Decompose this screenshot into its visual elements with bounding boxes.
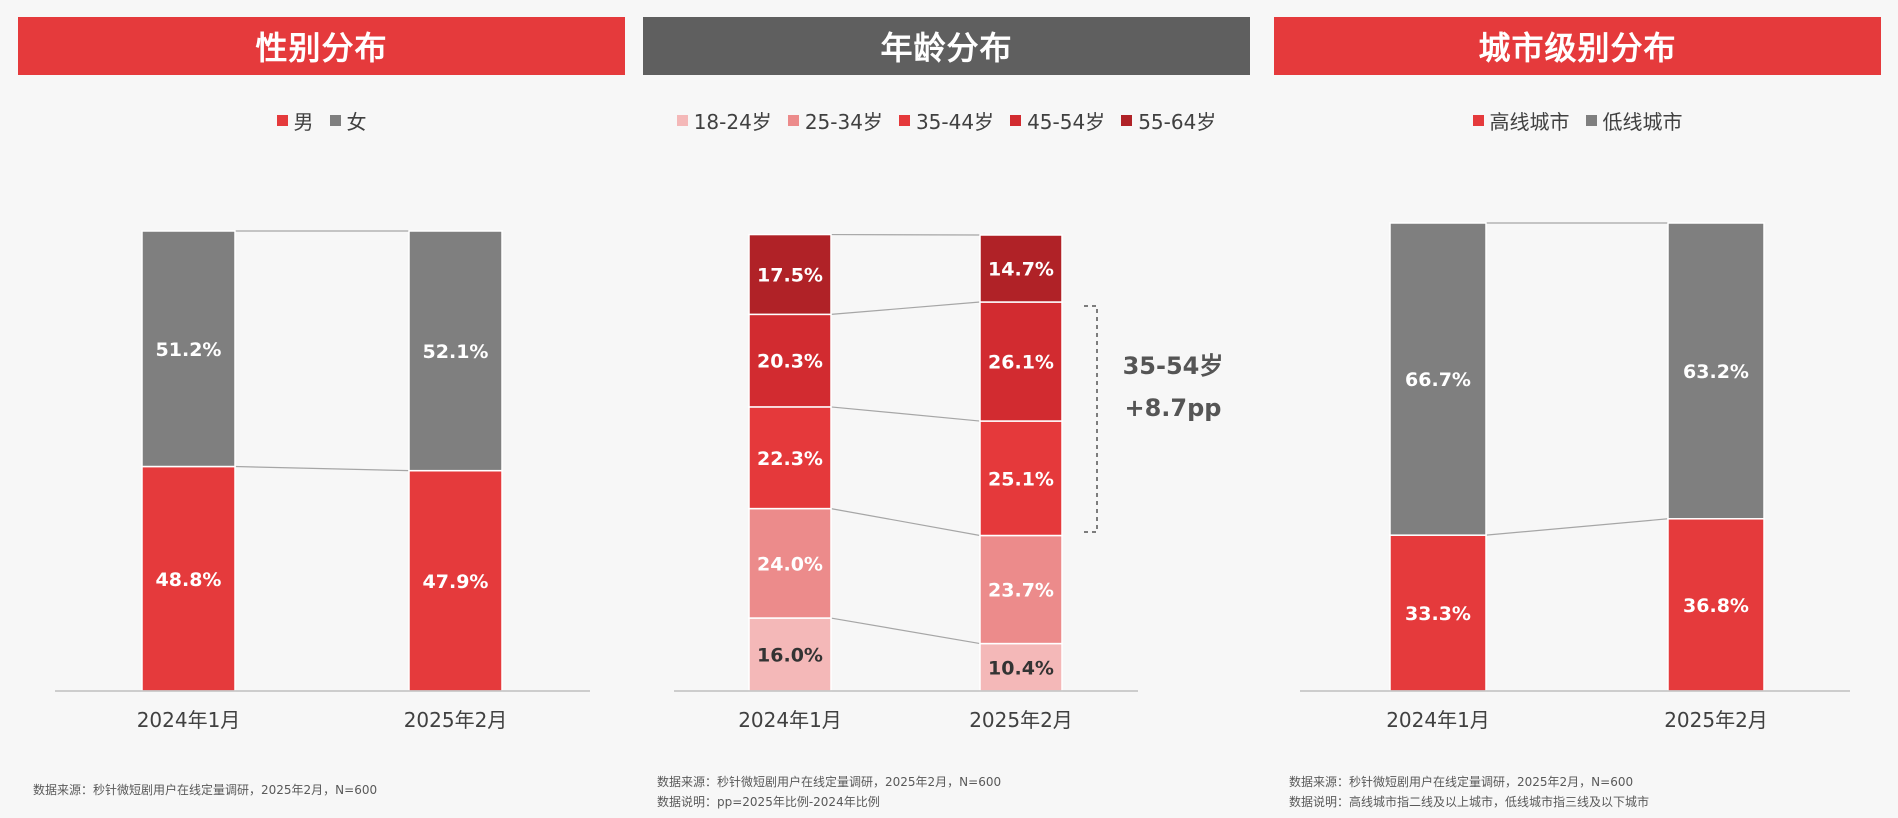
city-legend-label-1: 高线城市 xyxy=(1489,110,1570,134)
gender-bar-1-series xyxy=(141,230,236,468)
age-legend-label-5: 55-64岁 xyxy=(1138,110,1217,134)
age-bar-label-2-4: 26.1% xyxy=(988,352,1054,374)
age-annotation: 35-54岁 +8.7pp xyxy=(1118,345,1228,429)
age-legend: 18-24岁 25-34岁 35-44岁 45-54岁 55-64岁 xyxy=(643,106,1250,135)
gender-legend-item-2: 女 xyxy=(329,106,367,135)
age-category-label-2: 2025年2月 xyxy=(969,708,1073,732)
age-category-label-1: 2024年1月 xyxy=(738,708,842,732)
age-bar-2-25-34 xyxy=(979,534,1063,645)
gender-bar-2-series xyxy=(408,230,503,472)
age-panel-title: 年龄分布 xyxy=(643,17,1250,75)
age-bar-label-1-4: 20.3% xyxy=(757,351,823,373)
age-legend-item-4: 45-54岁 xyxy=(1010,106,1105,135)
age-bar-1-25-34 xyxy=(748,507,832,619)
gender-category-label-1: 2024年1月 xyxy=(137,708,241,732)
city-note: 数据来源：秒针微短剧用户在线定量调研，2025年2月，N=600 数据说明：高线… xyxy=(1289,772,1649,812)
age-bar-label-1-3: 22.3% xyxy=(757,448,823,470)
age-bar-2-18-24 xyxy=(979,642,1063,692)
age-legend-item-5: 55-64岁 xyxy=(1121,106,1216,135)
age-bar-2-35-44 xyxy=(979,420,1063,537)
city-bar-label-1-1: 33.3% xyxy=(1405,603,1471,625)
gender-bar-label-1-1: 48.8% xyxy=(156,569,222,591)
city-bar-label-1-2: 66.7% xyxy=(1405,369,1471,391)
city-bar-label-2-1: 36.8% xyxy=(1683,595,1749,617)
city-category-label-1: 2024年1月 xyxy=(1386,708,1490,732)
city-bar-2-series xyxy=(1667,222,1765,520)
age-connector-3 xyxy=(830,406,981,422)
gender-legend-swatch-2 xyxy=(329,115,341,126)
gender-bar-2-series xyxy=(408,469,503,692)
age-bar-2-55-64 xyxy=(979,234,1063,303)
age-legend-swatch-3 xyxy=(898,115,910,126)
age-connector-2 xyxy=(830,508,981,537)
city-legend: 高线城市 低线城市 xyxy=(1274,106,1881,135)
age-bar-label-1-2: 24.0% xyxy=(757,553,823,575)
city-bar-2-series xyxy=(1667,518,1765,692)
age-bar-label-2-3: 25.1% xyxy=(988,468,1054,490)
age-legend-swatch-2 xyxy=(787,115,799,126)
age-bar-1-45-54 xyxy=(748,313,832,408)
city-source-note: 数据来源：秒针微短剧用户在线定量调研，2025年2月，N=600 xyxy=(1289,775,1634,789)
gender-bar-label-2-1: 47.9% xyxy=(423,571,489,593)
city-bar-1-series xyxy=(1389,534,1487,692)
age-annotation-delta: +8.7pp xyxy=(1124,394,1222,422)
city-legend-label-2: 低线城市 xyxy=(1602,110,1683,134)
gender-connector-1 xyxy=(234,465,410,472)
age-bar-label-2-2: 23.7% xyxy=(988,580,1054,602)
age-bar-1-55-64 xyxy=(748,233,832,316)
gender-bar-label-2-2: 52.1% xyxy=(423,341,489,363)
gender-bar-label-1-2: 51.2% xyxy=(156,339,222,361)
age-bar-label-2-1: 10.4% xyxy=(988,657,1054,679)
gender-legend: 男女 xyxy=(18,106,625,135)
gender-note: 数据来源：秒针微短剧用户在线定量调研，2025年2月，N=600 xyxy=(33,780,377,800)
age-bar-label-1-1: 16.0% xyxy=(757,645,823,667)
age-legend-item-2: 25-34岁 xyxy=(787,106,883,135)
age-legend-swatch-5 xyxy=(1121,115,1133,126)
city-category-label-2: 2025年2月 xyxy=(1664,708,1768,732)
city-legend-item-2: 低线城市 xyxy=(1585,106,1683,135)
city-connector-1 xyxy=(1485,518,1669,536)
city-legend-swatch-1 xyxy=(1472,115,1484,126)
city-legend-item-1: 高线城市 xyxy=(1472,106,1570,135)
age-legend-label-1: 18-24岁 xyxy=(693,110,772,134)
age-source-note: 数据来源：秒针微短剧用户在线定量调研，2025年2月，N=600 xyxy=(657,775,1002,789)
age-bar-label-1-5: 17.5% xyxy=(757,264,823,286)
age-legend-item-3: 35-44岁 xyxy=(898,106,995,135)
age-legend-item-1: 18-24岁 xyxy=(676,106,772,135)
gender-legend-label-2: 女 xyxy=(346,110,367,134)
age-note: 数据来源：秒针微短剧用户在线定量调研，2025年2月，N=600 数据说明：pp… xyxy=(657,772,1001,812)
gender-legend-item-1: 男 xyxy=(276,106,314,135)
city-bar-label-2-2: 63.2% xyxy=(1683,361,1749,383)
city-panel-title: 城市级别分布 xyxy=(1274,17,1881,75)
age-legend-swatch-4 xyxy=(1010,115,1022,126)
city-explain-note: 数据说明：高线城市指二线及以上城市，低线城市指三线及以下城市 xyxy=(1289,795,1650,809)
age-legend-label-4: 45-54岁 xyxy=(1027,110,1106,134)
age-annotation-range: 35-54岁 xyxy=(1122,352,1224,380)
age-legend-label-3: 35-44岁 xyxy=(915,110,995,134)
age-explain-note: 数据说明：pp=2025年比例-2024年比例 xyxy=(657,795,880,809)
gender-panel-title: 性别分布 xyxy=(18,17,625,75)
age-bar-1-35-44 xyxy=(748,406,832,510)
age-bar-label-2-5: 14.7% xyxy=(988,259,1054,281)
age-connector-4 xyxy=(830,301,981,315)
gender-legend-label-1: 男 xyxy=(293,110,314,134)
city-legend-swatch-2 xyxy=(1585,115,1597,126)
city-bar-1-series xyxy=(1389,222,1487,536)
age-connector-1 xyxy=(830,617,981,645)
gender-legend-swatch-1 xyxy=(276,115,288,126)
gender-bar-1-series xyxy=(141,465,236,692)
gender-source-note: 数据来源：秒针微短剧用户在线定量调研，2025年2月，N=600 xyxy=(33,783,378,797)
age-bar-2-45-54 xyxy=(979,301,1063,422)
age-legend-swatch-1 xyxy=(676,115,688,126)
age-legend-label-2: 25-34岁 xyxy=(804,110,883,134)
gender-category-label-2: 2025年2月 xyxy=(404,708,508,732)
